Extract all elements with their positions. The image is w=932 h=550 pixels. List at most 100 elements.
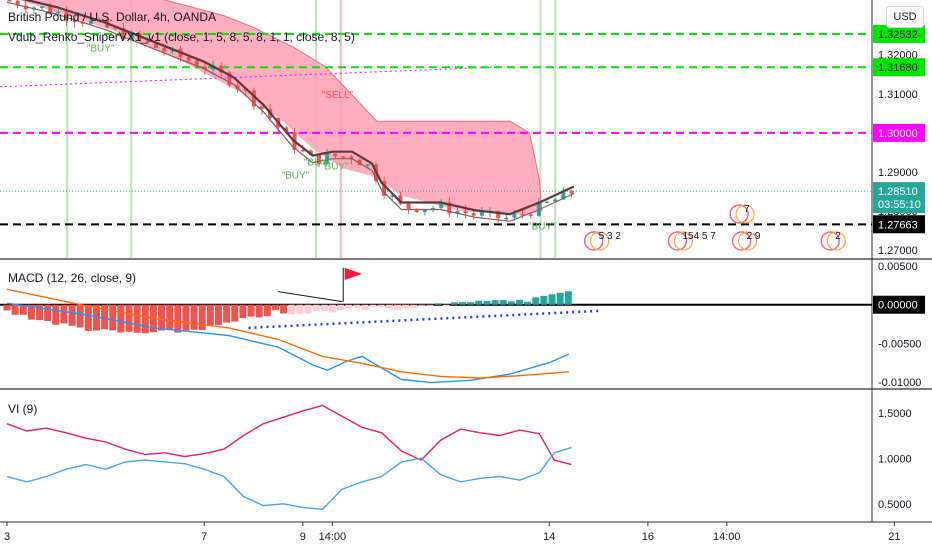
time-tick-label: 14 [543, 531, 555, 543]
macd-histogram-bar [19, 304, 27, 315]
candle-body [365, 164, 370, 166]
candle-body [561, 190, 566, 200]
macd-histogram-bar [198, 304, 206, 331]
event-flag-icon [673, 231, 694, 251]
macd-histogram-bar [247, 304, 255, 317]
candle-body [284, 127, 289, 133]
event-flag-icon [729, 204, 749, 224]
candle-body [186, 57, 191, 61]
macd-histogram-bar [3, 304, 11, 311]
macd-histogram-bar [166, 304, 174, 331]
candle-body [316, 154, 321, 164]
price-label-box [873, 24, 925, 43]
event-flag-icon [826, 231, 846, 251]
macd-histogram-bar [345, 304, 353, 309]
macd-histogram-bar [239, 304, 247, 319]
signal-annotation: "BUY" [87, 44, 115, 55]
signal-annotation: "BUY" [282, 171, 310, 182]
macd-histogram-bar [263, 304, 271, 316]
macd-histogram-bar [369, 304, 377, 307]
candle-body [300, 149, 305, 152]
vi-tick-label: 1.0000 [878, 453, 912, 465]
vi-plus-line [6, 404, 572, 466]
price-label: 1.32532 [878, 29, 918, 41]
signal-strip [539, 0, 542, 258]
macd-histogram-bar [426, 304, 434, 306]
price-tick-label: 1.29000 [878, 167, 918, 179]
candle-body [414, 208, 419, 213]
candle-body [325, 153, 330, 164]
macd-histogram-bar [385, 304, 393, 309]
time-tick-label: 16 [642, 531, 654, 543]
macd-histogram-bar [491, 300, 499, 305]
candle-body [88, 20, 93, 24]
signal-annotation: "SELL" [322, 90, 354, 101]
candle-body [382, 180, 387, 196]
event-flag-icon [667, 231, 688, 251]
candle-body [194, 60, 199, 67]
macd-histogram-bar [280, 304, 288, 314]
time-tick-label: 9 [300, 531, 306, 543]
price-label: 1.27663 [878, 219, 918, 231]
candle-body [536, 201, 541, 216]
vi-legend: VI (9) [8, 402, 38, 416]
candle-body [398, 195, 403, 204]
candle-body [479, 212, 484, 216]
macd-histogram-bar [507, 301, 515, 305]
candle-body [333, 153, 338, 157]
macd-histogram-bar [288, 304, 296, 315]
candle-body [48, 6, 53, 14]
candle-body [7, 0, 12, 2]
event-flag-icon [735, 204, 755, 224]
macd-histogram-bar [190, 304, 198, 330]
macd-histogram-bar [377, 304, 385, 308]
candle-body [447, 202, 452, 214]
macd-histogram-bar [44, 304, 52, 321]
candle-body [463, 210, 468, 214]
candle-body [64, 11, 69, 21]
macd-value-label: 0.00000 [878, 300, 918, 312]
macd-histogram-bar [459, 302, 467, 305]
time-tick-label: 14:00 [713, 531, 741, 543]
price-tick-label: 1.27000 [878, 245, 918, 257]
macd-tick-label: 0.00500 [878, 261, 918, 273]
signal-strip [66, 0, 69, 258]
macd-histogram-bar [36, 304, 44, 321]
candle-body [259, 106, 264, 109]
macd-histogram-bar [133, 304, 141, 333]
price-tick-label: 1.31000 [878, 89, 918, 101]
renko-cloud [19, 0, 542, 215]
candle-body [512, 214, 517, 218]
macd-histogram-bar [271, 304, 279, 311]
event-flag-icon [731, 231, 752, 251]
candle-body [349, 156, 354, 160]
price-label: 1.30000 [878, 128, 918, 140]
moving-average-fast [6, 1, 575, 222]
candle-body [227, 72, 232, 86]
currency-button[interactable]: USD [886, 6, 924, 28]
macd-histogram-bar [206, 304, 214, 326]
macd-histogram-bar [68, 304, 76, 326]
macd-histogram-bar [125, 304, 133, 332]
divergence-line [248, 309, 599, 330]
macd-histogram-bar [556, 292, 564, 305]
vi-minus-line [6, 446, 572, 511]
macd-histogram-bar [524, 301, 532, 305]
signal-annotation: "BUY" [321, 161, 349, 172]
macd-histogram-bar [442, 304, 450, 306]
macd-histogram-bar [337, 304, 345, 311]
candle-body [341, 156, 346, 158]
macd-histogram-bar [320, 304, 328, 312]
macd-histogram-bar [255, 304, 263, 318]
macd-histogram-bar [548, 294, 556, 305]
macd-histogram-bar [52, 304, 60, 325]
macd-histogram-bar [158, 304, 166, 331]
divergence-line [278, 291, 343, 303]
signal-annotation: "BUY" [304, 158, 332, 169]
candle-body [553, 199, 558, 202]
macd-histogram-bar [353, 304, 361, 308]
candle-body [121, 28, 126, 40]
macd-histogram-bar [304, 304, 312, 314]
trend-line [0, 66, 493, 88]
